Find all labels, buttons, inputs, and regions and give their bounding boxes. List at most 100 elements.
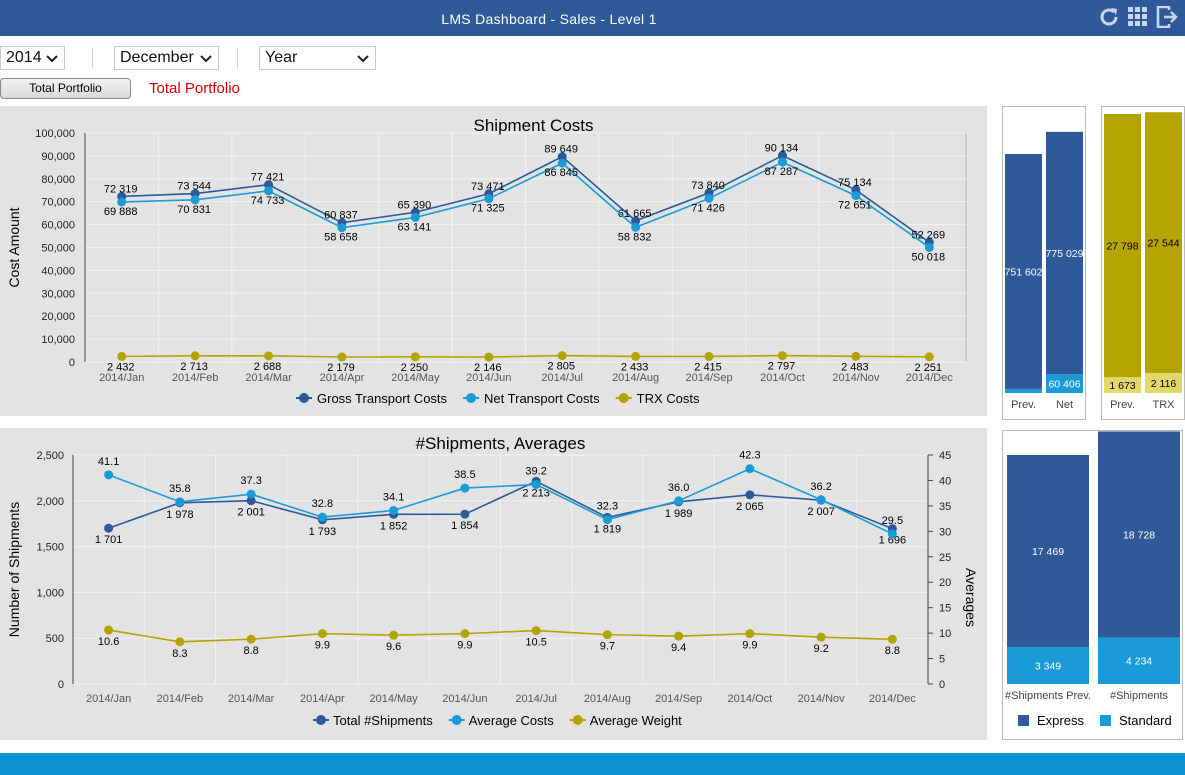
data-label: 72 651	[838, 200, 872, 212]
data-point	[484, 352, 494, 362]
legend-label: Average Costs	[469, 713, 555, 728]
data-point	[851, 351, 861, 361]
data-label: 74 733	[251, 195, 285, 207]
data-point	[337, 352, 347, 362]
refresh-icon[interactable]	[1098, 6, 1120, 28]
month-select[interactable]: December	[114, 46, 219, 70]
data-point	[631, 351, 641, 361]
bar-segment	[1104, 377, 1141, 393]
data-label: 58 658	[324, 232, 358, 244]
data-point	[816, 495, 826, 505]
data-label: 41.1	[98, 456, 119, 468]
data-label: 58 832	[618, 231, 652, 243]
x-tick-label: 2014/Mar	[228, 693, 275, 705]
legend-marker	[466, 393, 477, 403]
bar-segment	[1046, 131, 1083, 375]
chevron-down-icon	[200, 55, 212, 63]
bar-value-label: 27 798	[1106, 241, 1138, 253]
data-label: 2 415	[694, 361, 722, 373]
data-point	[531, 626, 541, 636]
data-label: 2 797	[768, 361, 796, 373]
y-tick-label: 40,000	[41, 265, 75, 277]
bar-value-label: 18 728	[1123, 529, 1155, 541]
data-point	[104, 470, 114, 480]
category-label: TRX	[1153, 399, 1176, 411]
bar-value-label: 2 116	[1151, 378, 1177, 390]
data-label: 2 001	[237, 507, 265, 519]
data-label: 1 819	[594, 523, 622, 535]
shipment-costs-panel: 0 10,000 20,000 30,000 40,000 50,000 60,000 70,…	[0, 106, 987, 416]
shipments-comparison-chart: 3 349 17 469 #Shipments Prev. 4 234 18 728 #S…	[1005, 431, 1180, 728]
data-point	[887, 634, 897, 644]
data-label: 1 852	[380, 520, 408, 532]
data-label: 75 134	[838, 177, 872, 189]
data-label: 38.5	[454, 469, 475, 481]
legend-label: Total #Shipments	[333, 713, 433, 728]
legend-label: Gross Transport Costs	[317, 391, 448, 406]
data-point	[190, 195, 200, 205]
y-tick-label: 70,000	[41, 197, 75, 209]
bar-value-label: 751 602	[1005, 266, 1043, 278]
logout-icon[interactable]	[1156, 6, 1178, 28]
period-select[interactable]: Year	[259, 46, 376, 70]
data-point	[175, 497, 185, 507]
y2-tick-label: 45	[939, 450, 951, 462]
legend-label: TRX Costs	[637, 391, 700, 406]
period-select-value: Year	[265, 49, 298, 66]
trx-costs-comparison-chart: 1 673 27 798 Prev. 2 116 27 544 TRX	[1104, 112, 1182, 411]
data-point	[704, 193, 714, 203]
data-label: 71 325	[471, 203, 505, 215]
y-tick-label: 30,000	[41, 288, 75, 300]
data-label: 2 688	[254, 361, 282, 373]
data-label: 72 319	[104, 183, 138, 195]
data-label: 1 696	[879, 535, 907, 547]
net-costs-comparison: 751 602 Prev. 60 406 775 029 Net	[1002, 106, 1086, 420]
data-label: 73 471	[471, 181, 505, 193]
total-portfolio-button[interactable]: Total Portfolio	[0, 78, 131, 99]
category-label: Prev.	[1110, 399, 1135, 411]
data-label: 2 007	[807, 506, 835, 518]
data-label: 29.5	[882, 515, 903, 527]
data-point	[317, 512, 327, 522]
x-tick-label: 2014/Mar	[245, 372, 292, 384]
y2-tick-label: 15	[939, 603, 951, 615]
x-tick-label: 2014/Sep	[685, 372, 732, 384]
bar-segment	[1005, 388, 1042, 393]
data-point	[246, 496, 256, 506]
x-tick-label: 2014/Apr	[300, 693, 345, 705]
x-tick-label: 2014/Jan	[86, 693, 131, 705]
data-point	[175, 637, 185, 647]
data-label: 9.4	[671, 642, 686, 654]
y-tick-label: 500	[46, 633, 64, 645]
y-tick-label: 2,000	[36, 496, 64, 508]
data-point	[246, 634, 256, 644]
data-point	[777, 151, 787, 161]
y2-axis-title: Averages	[963, 568, 979, 627]
data-label: 89 649	[544, 144, 578, 156]
grid-icon[interactable]	[1127, 6, 1149, 28]
bar-segment	[1046, 374, 1083, 393]
bar-segment	[1104, 114, 1141, 378]
data-label: 70 831	[177, 204, 211, 216]
data-label: 2 065	[736, 501, 764, 513]
shipments-comparison: 3 349 17 469 #Shipments Prev. 4 234 18 728 #S…	[1002, 430, 1183, 740]
data-point	[924, 242, 934, 252]
series-line	[108, 467, 893, 535]
x-tick-label: 2014/Jun	[442, 693, 487, 705]
category-label: Net	[1056, 399, 1073, 411]
x-tick-label: 2014/Jul	[541, 372, 583, 384]
data-point	[631, 216, 641, 226]
data-label: 60 837	[324, 210, 358, 222]
data-label: 2 483	[841, 361, 869, 373]
year-select[interactable]: 2014	[0, 46, 65, 70]
x-tick-label: 2014/Dec	[869, 693, 917, 705]
x-tick-label: 2014/Jun	[466, 372, 511, 384]
trx-costs-comparison: 1 673 27 798 Prev. 2 116 27 544 TRX	[1101, 106, 1185, 420]
data-point	[602, 630, 612, 640]
y-tick-label: 0	[69, 357, 75, 369]
shipments-averages-panel: 0 500 1,000 1,500 2,000 2,500 0 5 10 15 20 25 30 35 40…	[0, 428, 987, 740]
data-label: 35.8	[169, 483, 190, 495]
y-tick-label: 10,000	[41, 334, 75, 346]
divider	[237, 48, 238, 68]
x-tick-label: 2014/Aug	[612, 372, 659, 384]
